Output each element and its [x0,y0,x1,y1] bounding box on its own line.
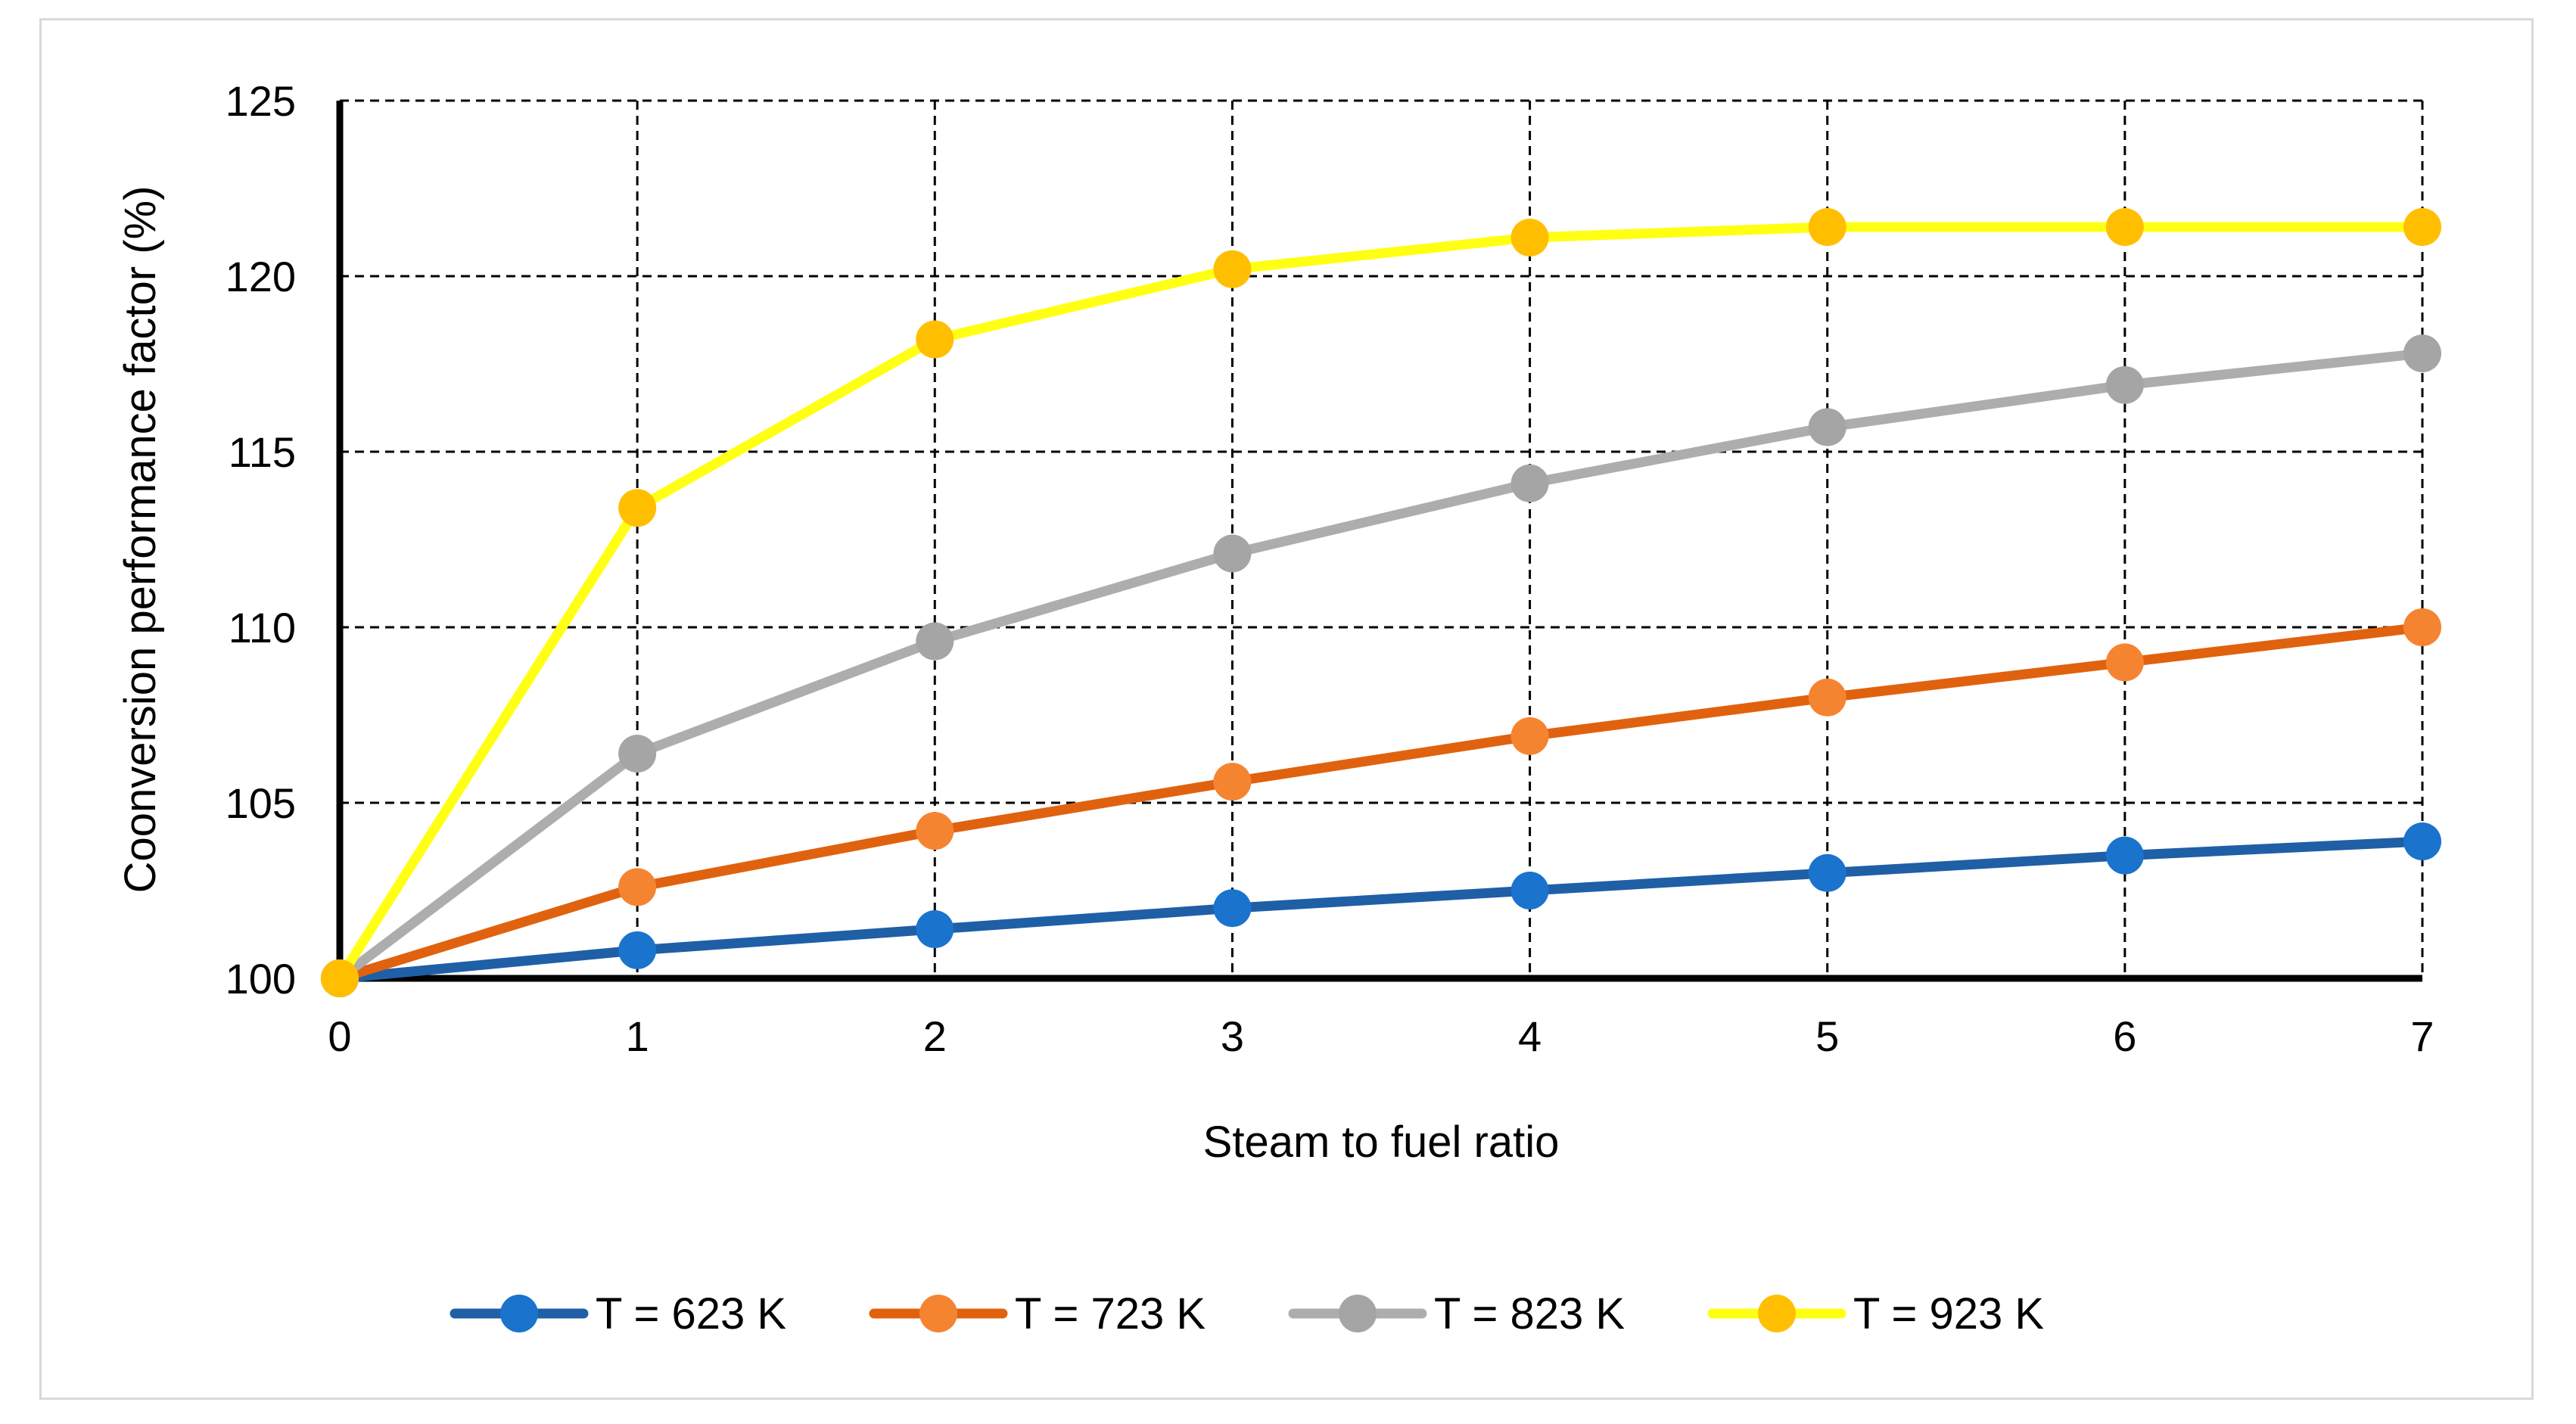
data-point [1213,763,1252,801]
x-tick-label: 5 [1815,1012,1839,1060]
data-point [2105,643,2144,682]
y-tick-label: 110 [229,604,296,651]
data-point [2105,836,2144,875]
legend-marker [1758,1295,1796,1332]
x-tick-label: 4 [1518,1012,1542,1060]
data-point [1510,218,1549,257]
data-point [618,489,657,527]
x-tick-label: 2 [923,1012,947,1060]
data-point [2403,334,2441,373]
legend-label: T = 723 K [1015,1289,1206,1338]
data-point [321,959,359,997]
legend-label: T = 923 K [1853,1289,2044,1338]
legend-marker [919,1295,957,1332]
series-line [334,836,2428,984]
data-point [1510,872,1549,909]
data-point [1213,534,1252,573]
legend-item-0: T = 623 K [450,1289,786,1338]
series-0 [321,822,2441,997]
x-tick-label: 7 [2410,1012,2434,1060]
y-tick-label: 105 [226,779,296,827]
legend-marker [1339,1295,1377,1332]
data-point [1510,464,1549,502]
data-point [1213,889,1252,928]
data-point [618,931,657,969]
data-point [2403,208,2441,247]
legend-marker [500,1295,538,1332]
data-point [2403,608,2441,646]
x-tick-label: 3 [1221,1012,1244,1060]
legend-item-2: T = 823 K [1288,1289,1625,1338]
data-point [916,812,954,850]
data-point [916,622,954,661]
x-tick-label: 6 [2113,1012,2136,1060]
y-tick-label: 120 [226,253,296,300]
data-point [1213,250,1252,288]
y-tick-label: 115 [229,428,296,476]
series-layer [321,208,2441,997]
data-point [2403,822,2441,861]
series-line [334,222,2428,984]
series-line [334,622,2428,984]
x-tick-label: 1 [626,1012,649,1060]
legend-label: T = 623 K [596,1289,786,1338]
data-point [1808,208,1846,247]
data-point [1808,408,1846,446]
legend-item-3: T = 923 K [1707,1289,2044,1338]
chart-frame: 100 105 110 115 120 125 0 1 2 3 4 5 6 7 Steam to fuel… [39,18,2534,1400]
line-chart: 100 105 110 115 120 125 0 1 2 3 4 5 6 7 Steam to fuel… [116,77,2441,1338]
x-axis-title: Steam to fuel ratio [1203,1118,1560,1167]
data-point [1808,678,1846,717]
x-tick-label: 0 [328,1012,351,1060]
data-point [1510,717,1549,755]
y-tick-label: 125 [226,77,296,125]
axis-layer [336,101,2422,982]
data-point [2105,208,2144,247]
data-point [1808,853,1846,892]
data-point [916,910,954,949]
data-point [2105,365,2144,404]
label-layer: 100 105 110 115 120 125 0 1 2 3 4 5 6 7 [226,77,2434,1060]
legend-item-1: T = 723 K [869,1289,1206,1338]
data-point [618,735,657,773]
y-axis-title: Coonversion performance factor (%) [116,186,165,894]
series-3 [321,208,2441,997]
y-tick-label: 100 [226,955,296,1003]
legend-label: T = 823 K [1434,1289,1625,1338]
data-point [618,868,657,906]
data-point [916,320,954,359]
legend: T = 623 K T = 723 K T = 823 K T = 923 K [450,1289,2044,1338]
series-line [334,348,2428,984]
